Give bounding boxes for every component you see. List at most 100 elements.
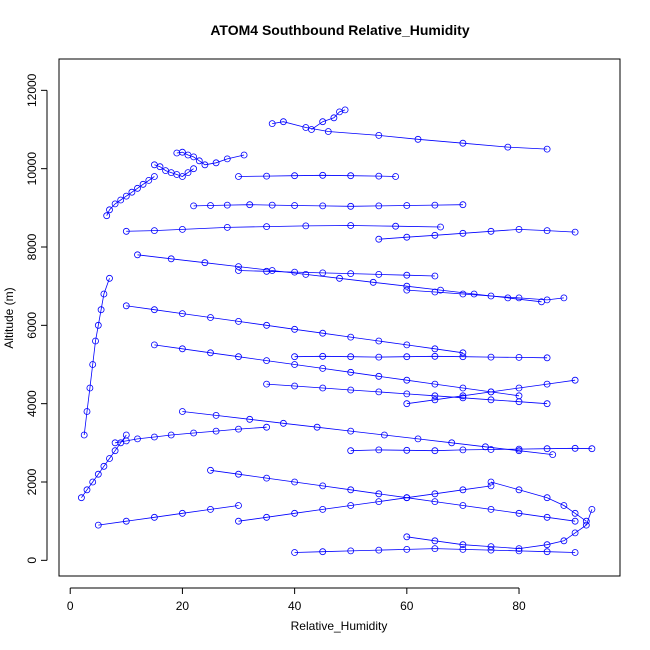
data-point [459, 502, 467, 509]
data-point [122, 431, 130, 439]
data-point [375, 372, 383, 380]
data-point [134, 184, 141, 192]
data-point [106, 455, 113, 462]
x-tick-label: 20 [176, 599, 190, 613]
data-point [571, 529, 579, 537]
data-point [571, 444, 579, 452]
x-tick-label: 60 [400, 599, 414, 613]
data-point [403, 202, 411, 209]
data-point [263, 474, 271, 482]
data-point [375, 131, 383, 139]
data-series [268, 118, 551, 153]
data-point [392, 222, 400, 230]
data-point [212, 427, 220, 435]
data-point [302, 124, 310, 131]
data-point [122, 192, 130, 200]
data-point [431, 498, 439, 506]
data-point [111, 200, 119, 208]
data-point [178, 173, 186, 180]
data-point [150, 173, 158, 180]
data-point [487, 546, 495, 554]
data-point [291, 353, 299, 361]
y-tick-label: 6000 [25, 312, 39, 339]
y-axis-label: Altitude (m) [2, 287, 16, 348]
data-point [178, 345, 186, 353]
data-point [83, 486, 91, 494]
series-line [238, 174, 396, 177]
data-series [487, 478, 590, 525]
data-point [291, 361, 299, 368]
data-point [319, 171, 327, 179]
data-point [543, 445, 551, 453]
data-point [487, 388, 495, 396]
data-point [515, 384, 523, 392]
data-point [190, 429, 198, 437]
data-point [207, 202, 214, 209]
data-series [173, 148, 248, 169]
data-point [414, 135, 422, 143]
data-point [403, 494, 411, 502]
data-point [369, 278, 377, 286]
data-series [178, 408, 557, 459]
data-point [515, 545, 523, 552]
data-point [431, 396, 439, 404]
data-point [560, 537, 568, 545]
data-point [515, 445, 523, 453]
data-series [347, 444, 596, 455]
data-point [431, 352, 439, 360]
data-point [543, 380, 551, 388]
data-point [207, 349, 214, 357]
data-point [212, 159, 220, 167]
data-point [538, 298, 545, 306]
x-axis-label: Relative_Humidity [291, 619, 388, 633]
data-point [515, 547, 523, 555]
data-series [375, 225, 579, 243]
data-point [543, 400, 551, 408]
data-point [560, 502, 568, 509]
data-point [588, 445, 596, 453]
data-point [319, 548, 327, 556]
data-point [487, 543, 495, 550]
data-point [431, 380, 439, 388]
data-point [235, 353, 242, 361]
series-line [81, 434, 127, 498]
data-point [190, 153, 198, 161]
data-series [150, 341, 523, 400]
data-point [571, 376, 579, 384]
data-point [571, 509, 579, 517]
data-point [319, 384, 327, 392]
data-point [403, 376, 411, 384]
data-point [515, 447, 523, 455]
data-point [263, 513, 271, 521]
data-point [347, 386, 355, 394]
data-series [190, 201, 467, 210]
data-point [150, 227, 158, 235]
data-point [178, 148, 186, 156]
data-point [319, 364, 327, 372]
data-point [403, 533, 411, 541]
data-point [291, 325, 299, 333]
data-point [122, 227, 130, 235]
data-point [582, 517, 590, 525]
data-point [543, 354, 551, 362]
data-point [117, 196, 125, 204]
data-point [515, 486, 523, 494]
data-point [515, 294, 523, 302]
data-point [291, 478, 299, 486]
series-line [126, 225, 441, 232]
y-tick-label: 8000 [25, 233, 39, 260]
data-point [459, 139, 467, 147]
data-point [515, 225, 523, 233]
data-point [543, 227, 551, 235]
data-point [459, 486, 467, 494]
data-point [263, 380, 271, 388]
data-point [347, 172, 355, 180]
data-point [89, 478, 97, 486]
data-point [190, 165, 198, 173]
data-series [235, 482, 495, 525]
data-series [122, 302, 467, 357]
data-point [543, 541, 551, 549]
data-point [150, 513, 158, 521]
data-point [83, 408, 91, 415]
